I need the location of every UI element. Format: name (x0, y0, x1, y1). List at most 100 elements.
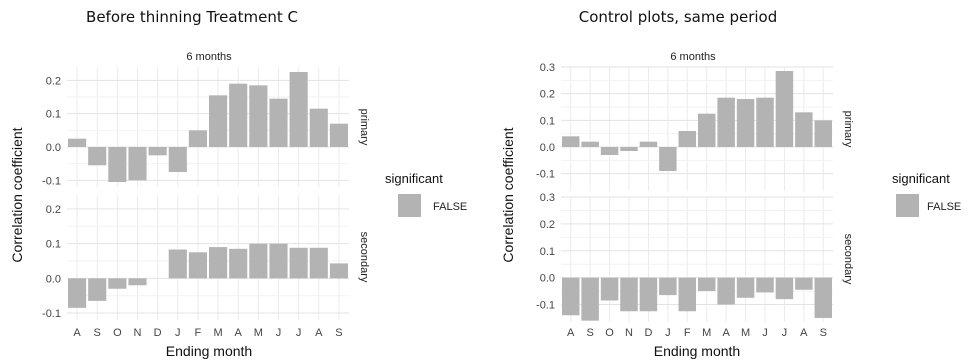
legend-label: FALSE (927, 201, 961, 213)
x-tick-label: J (175, 327, 181, 339)
bar (309, 247, 328, 279)
bar (249, 85, 268, 147)
bar (168, 249, 187, 279)
facet-strip-primary: primary (358, 109, 370, 146)
bar (814, 277, 833, 318)
bar (697, 113, 716, 147)
x-tick-label: D (644, 327, 652, 339)
bar (775, 277, 794, 300)
bar (717, 97, 735, 147)
x-axis-label: Ending month (166, 343, 252, 359)
bar (188, 130, 207, 147)
bar (289, 247, 308, 279)
bar (736, 99, 755, 147)
facet-strip-secondary: secondary (358, 232, 370, 283)
x-tick-label: A (235, 327, 243, 339)
bar (209, 247, 228, 279)
bar (620, 277, 638, 312)
x-tick-label: A (722, 327, 730, 339)
bar (329, 263, 348, 279)
x-tick-label: J (276, 327, 282, 339)
bar (736, 277, 755, 298)
legend-title: significant (892, 171, 950, 186)
y-tick-label: 0.2 (46, 75, 61, 87)
panel-primary: 0.3 0.2 0.1 0.0 -0.1 (536, 62, 833, 191)
y-tick-label: 0.2 (540, 219, 555, 231)
bar (68, 278, 87, 308)
y-tick-label: -0.1 (536, 169, 555, 181)
legend-swatch (398, 194, 421, 217)
y-tick-label: 0.0 (540, 142, 555, 154)
bar (249, 243, 268, 279)
y-tick-label: 0.0 (46, 273, 61, 285)
y-tick-label: 0.2 (540, 89, 555, 101)
x-tick-label: J (296, 327, 302, 339)
bar (795, 112, 813, 147)
y-tick-label: -0.1 (536, 300, 555, 312)
chart-title: Before thinning Treatment C (86, 8, 298, 26)
bar (209, 95, 228, 147)
bar (188, 252, 207, 279)
bar (775, 71, 794, 147)
bar (639, 141, 658, 147)
x-tick-label: M (741, 327, 750, 339)
y-tick-label: 0.1 (46, 109, 61, 121)
x-tick-label: D (154, 327, 162, 339)
x-tick-label: M (702, 327, 711, 339)
panel-secondary: 0.3 0.2 0.1 0.0 -0.1 (536, 192, 833, 322)
bar (128, 278, 147, 286)
bar (678, 131, 697, 147)
x-tick-label: M (213, 327, 222, 339)
bar (108, 147, 127, 182)
y-tick-label: -0.1 (42, 308, 61, 320)
x-tick-label: O (113, 327, 122, 339)
x-tick-label: N (134, 327, 142, 339)
bar (561, 136, 580, 147)
bar (128, 147, 147, 181)
bar (269, 98, 288, 147)
facet-strip-top: 6 months (670, 51, 716, 63)
x-tick-label: F (195, 327, 202, 339)
legend-title: significant (385, 171, 443, 186)
x-tick-label: A (800, 327, 808, 339)
x-tick-label: A (315, 327, 323, 339)
panel-secondary-bg (561, 197, 833, 322)
bar (795, 277, 813, 290)
x-tick-label: S (94, 327, 101, 339)
y-tick-label: 0.3 (540, 192, 555, 204)
bar (620, 147, 638, 151)
legend: significant FALSE (892, 171, 961, 217)
x-tick-label: S (335, 327, 342, 339)
y-tick-label: 0.2 (46, 204, 61, 216)
y-tick-label: 0.0 (540, 273, 555, 285)
bar (639, 277, 658, 312)
bar (659, 277, 677, 296)
y-tick-label: 0.1 (46, 239, 61, 251)
x-axis-label: Ending month (654, 343, 740, 359)
bar (581, 141, 599, 147)
bar (697, 277, 716, 292)
bar (814, 120, 833, 147)
x-tick-label: J (782, 327, 788, 339)
bar (229, 83, 248, 147)
chart-title: Control plots, same period (579, 8, 778, 26)
x-tick-label: A (567, 327, 575, 339)
panel-primary: 0.2 0.1 0.0 -0.1 (42, 67, 349, 187)
y-tick-label: 0.0 (46, 142, 61, 154)
facet-strip-top: 6 months (186, 51, 232, 63)
bar (88, 278, 107, 301)
bar (717, 277, 735, 305)
bar (600, 277, 619, 301)
x-tick-label: A (73, 327, 81, 339)
bar (659, 147, 677, 171)
x-tick-label: F (684, 327, 691, 339)
x-tick-label: N (625, 327, 633, 339)
facet-strip-primary: primary (842, 111, 854, 148)
x-tick-label: J (665, 327, 671, 339)
bar (561, 277, 580, 316)
bar (678, 277, 697, 312)
legend: significant FALSE (385, 171, 467, 217)
facet-strip-secondary: secondary (842, 234, 854, 285)
